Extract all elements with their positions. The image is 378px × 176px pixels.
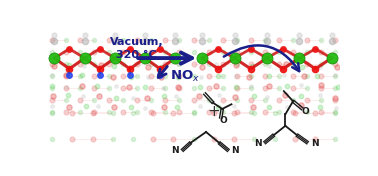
Text: O: O bbox=[302, 107, 309, 116]
Text: Vacuum,
320 °C: Vacuum, 320 °C bbox=[110, 37, 164, 60]
Text: +: + bbox=[208, 105, 220, 120]
Text: N: N bbox=[172, 146, 179, 155]
Text: O: O bbox=[219, 116, 227, 125]
Text: N: N bbox=[311, 139, 318, 148]
Text: NO$_x$: NO$_x$ bbox=[170, 69, 200, 84]
Text: N: N bbox=[254, 139, 262, 148]
Text: N: N bbox=[231, 146, 239, 155]
